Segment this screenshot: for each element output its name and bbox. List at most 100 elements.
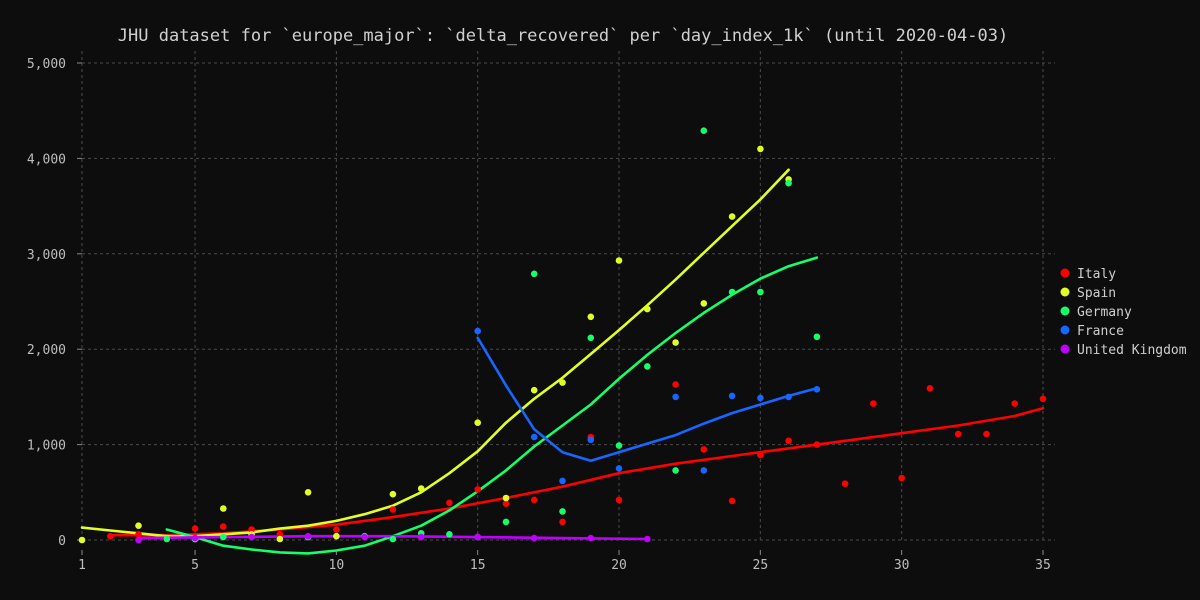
legend-label: Spain xyxy=(1077,286,1116,301)
data-point-spain xyxy=(502,494,510,502)
data-point-italy xyxy=(333,526,340,533)
data-point-france xyxy=(785,393,792,401)
data-point-italy xyxy=(870,400,877,407)
data-point-united-kingdom xyxy=(530,534,538,542)
data-point-italy xyxy=(530,496,538,504)
data-point-italy xyxy=(446,499,453,507)
data-point-germany xyxy=(785,179,792,187)
data-point-italy xyxy=(926,385,934,392)
data-point-italy xyxy=(474,486,482,493)
data-point-italy xyxy=(191,525,199,532)
trend-line-spain xyxy=(80,168,790,538)
legend-marker xyxy=(1060,344,1070,354)
data-point-italy xyxy=(813,441,821,448)
data-point-spain xyxy=(417,485,425,492)
data-point-spain xyxy=(530,386,538,394)
data-point-united-kingdom xyxy=(587,534,595,542)
data-point-italy xyxy=(107,532,114,540)
legend-label: United Kingdom xyxy=(1077,343,1187,358)
data-point-germany xyxy=(559,508,566,515)
data-point-spain xyxy=(587,313,595,321)
y-tick-label: 0 xyxy=(58,534,66,549)
data-point-italy xyxy=(389,506,397,513)
data-point-italy xyxy=(728,497,736,505)
data-point-italy xyxy=(276,531,284,538)
y-tick-label: 2,000 xyxy=(27,343,66,358)
data-points xyxy=(78,127,1047,544)
data-point-germany xyxy=(728,288,736,296)
data-point-france xyxy=(813,386,821,393)
data-point-france xyxy=(700,467,708,474)
x-tick-label: 5 xyxy=(191,558,199,573)
data-point-italy xyxy=(954,430,962,438)
data-point-italy xyxy=(502,500,510,508)
data-point-united-kingdom xyxy=(644,535,651,543)
data-point-italy xyxy=(135,531,142,538)
data-point-italy xyxy=(898,474,905,482)
data-point-united-kingdom xyxy=(474,533,482,541)
data-point-spain xyxy=(135,522,142,529)
data-point-italy xyxy=(248,526,255,533)
data-point-italy xyxy=(1039,395,1047,403)
grid xyxy=(81,51,1055,541)
trend-line-germany xyxy=(165,256,819,555)
data-point-france xyxy=(728,392,736,400)
data-point-germany xyxy=(502,518,510,526)
data-point-france xyxy=(615,465,623,472)
data-point-france xyxy=(587,436,595,444)
data-point-germany xyxy=(672,467,679,474)
y-tick-label: 3,000 xyxy=(27,248,66,263)
data-point-france xyxy=(757,394,764,402)
legend-label: Italy xyxy=(1077,267,1116,282)
legend-marker xyxy=(1060,287,1070,297)
data-point-spain xyxy=(559,379,566,386)
data-point-spain xyxy=(757,145,764,153)
chart-title: JHU dataset for `europe_major`: `delta_r… xyxy=(118,26,1008,46)
data-point-italy xyxy=(220,523,227,530)
y-tick-label: 5,000 xyxy=(27,57,66,72)
data-point-spain xyxy=(474,419,482,427)
x-tick-label: 20 xyxy=(611,558,627,573)
data-point-france xyxy=(672,393,679,401)
data-point-united-kingdom xyxy=(361,533,368,541)
data-point-spain xyxy=(728,213,736,220)
data-point-germany xyxy=(757,288,764,296)
trend-line-italy xyxy=(109,407,1045,537)
data-point-germany xyxy=(813,333,821,341)
data-point-germany xyxy=(615,442,623,449)
data-point-italy xyxy=(757,451,764,459)
data-point-italy xyxy=(1011,400,1018,407)
trend-line-france xyxy=(476,336,819,463)
data-point-spain xyxy=(644,305,651,313)
data-point-spain xyxy=(78,536,86,544)
data-point-italy xyxy=(615,496,623,504)
legend-marker xyxy=(1060,268,1070,278)
trend-lines xyxy=(80,168,1045,555)
data-point-spain xyxy=(220,505,227,512)
y-tick-label: 4,000 xyxy=(27,152,66,167)
data-point-france xyxy=(530,433,538,441)
data-point-spain xyxy=(333,532,340,540)
legend-label: France xyxy=(1077,324,1124,339)
y-tick-label: 1,000 xyxy=(27,439,66,454)
data-point-italy xyxy=(700,446,708,453)
data-point-italy xyxy=(559,518,566,526)
data-point-united-kingdom xyxy=(417,533,425,541)
x-tick-label: 10 xyxy=(329,558,345,573)
data-point-spain xyxy=(304,489,312,496)
x-tick-label: 15 xyxy=(470,558,486,573)
data-point-spain xyxy=(615,257,623,264)
data-point-germany xyxy=(644,363,651,370)
data-point-italy xyxy=(672,381,679,388)
data-point-italy xyxy=(983,430,990,438)
data-point-italy xyxy=(785,437,792,445)
data-point-germany xyxy=(446,531,453,538)
data-point-germany xyxy=(700,127,708,134)
legend-marker xyxy=(1060,325,1070,335)
x-tick-label: 30 xyxy=(894,558,910,573)
data-point-germany xyxy=(587,334,595,342)
x-tick-label: 25 xyxy=(753,558,769,573)
